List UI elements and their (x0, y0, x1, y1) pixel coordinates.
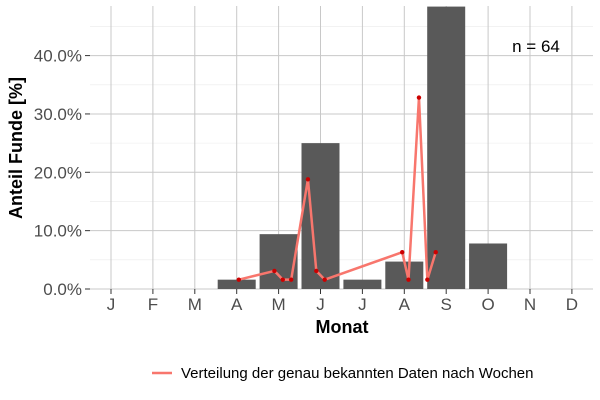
grid (90, 6, 593, 290)
line-point (322, 277, 327, 282)
line-point (280, 277, 285, 282)
x-axis-title: Monat (316, 317, 369, 337)
y-tick-label: 0.0% (43, 280, 82, 299)
y-tick-label: 30.0% (34, 105, 82, 124)
bar (469, 243, 508, 289)
x-tick-label: M (272, 295, 286, 314)
sample-size-annotation: n = 64 (512, 37, 560, 56)
x-tick-label: A (399, 295, 411, 314)
line-point (433, 250, 438, 255)
line-point (272, 268, 277, 274)
y-axis-title: Anteil Funde [%] (6, 77, 26, 219)
bar (301, 143, 340, 289)
bar (343, 279, 382, 289)
x-tick-label: A (231, 295, 243, 314)
bar (427, 6, 466, 290)
x-tick-label: D (566, 295, 578, 314)
line-point (314, 268, 319, 274)
x-tick-label: F (148, 295, 158, 314)
legend: Verteilung der genau bekannten Daten nac… (152, 365, 534, 382)
x-tick-label: S (441, 295, 452, 314)
line-series (236, 95, 438, 282)
y-tick-label: 20.0% (34, 163, 82, 182)
y-tick-label: 10.0% (34, 222, 82, 241)
line-point (236, 277, 241, 282)
y-axis-ticks: 0.0% 10.0% 20.0% 30.0% 40.0% (34, 47, 90, 299)
x-tick-label: J (358, 295, 367, 314)
line-point (416, 95, 422, 100)
x-tick-label: N (524, 295, 536, 314)
line-point (305, 177, 311, 182)
x-tick-label: M (188, 295, 202, 314)
bar (217, 279, 256, 289)
line-point (425, 277, 430, 282)
x-tick-label: J (316, 295, 325, 314)
line-point (400, 250, 405, 255)
x-tick-label: J (107, 295, 116, 314)
y-tick-label: 40.0% (34, 47, 82, 66)
line-point (406, 277, 411, 282)
legend-label: Verteilung der genau bekannten Daten nac… (181, 365, 534, 382)
line-point (288, 277, 294, 282)
bars (217, 6, 508, 290)
x-tick-label: O (481, 295, 494, 314)
